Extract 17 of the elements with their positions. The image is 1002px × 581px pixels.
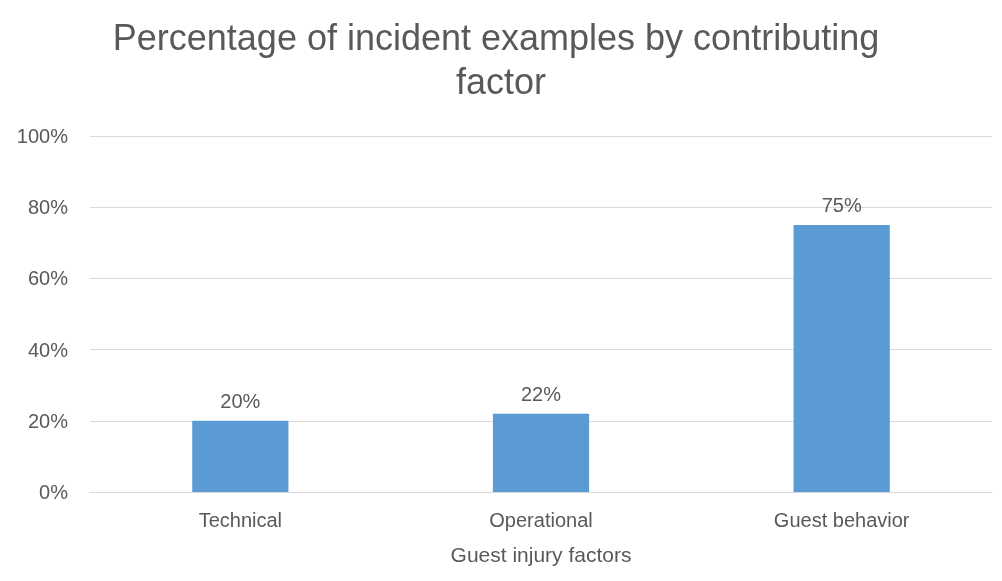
x-tick-label: Guest behavior <box>773 509 910 531</box>
y-tick-label: 100% <box>16 125 69 147</box>
y-tick-label: 40% <box>27 338 69 361</box>
y-tick-label: 0% <box>39 481 69 503</box>
y-tick-label: 60% <box>27 267 69 290</box>
x-tick-label: Technical <box>198 509 283 531</box>
chart-title: Percentage of incident examples by contributing factor <box>112 16 890 102</box>
bar <box>793 225 890 492</box>
x-axis-title: Guest injury factors <box>450 543 632 566</box>
y-tick-label: 80% <box>27 196 69 219</box>
data-label: 22% <box>520 382 562 405</box>
y-tick-label: 20% <box>27 409 69 432</box>
bar <box>492 413 590 492</box>
data-label: 20% <box>220 389 261 412</box>
bar <box>192 420 289 492</box>
data-label: 75% <box>821 194 862 216</box>
x-tick-label: Operational <box>489 509 593 531</box>
